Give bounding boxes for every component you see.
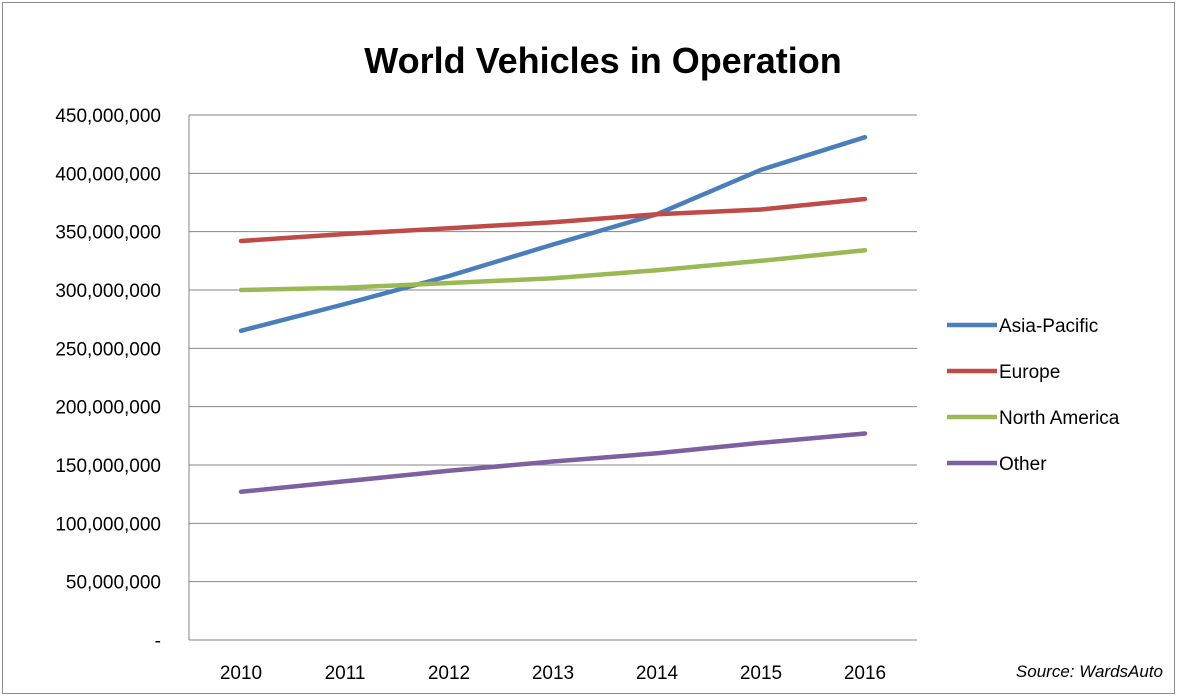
y-tick-label: 450,000,000 <box>55 106 161 127</box>
x-tick-label: 2016 <box>844 663 886 684</box>
y-tick-label: 100,000,000 <box>55 514 161 535</box>
x-tick-label: 2012 <box>428 663 470 684</box>
x-tick-label: 2013 <box>532 663 574 684</box>
x-tick-label: 2014 <box>636 663 679 684</box>
y-axis-tick-labels: - 50,000,000 100,000,000 150,000,000 200,000… <box>55 106 161 652</box>
axes <box>188 115 917 641</box>
series-line-other <box>238 431 868 495</box>
legend-label-other: Other <box>999 454 1047 475</box>
y-tick-label: 400,000,000 <box>55 164 161 185</box>
legend-label-asia-pacific: Asia-Pacific <box>999 316 1098 337</box>
series-line-north-america <box>238 248 868 293</box>
chart-title: World Vehicles in Operation <box>364 40 841 81</box>
legend: Asia-Pacific Europe North America Other <box>947 316 1120 475</box>
x-tick-label: 2011 <box>325 663 366 684</box>
series-line-asia-pacific <box>238 134 868 334</box>
series-lines <box>238 134 868 495</box>
legend-label-europe: Europe <box>999 362 1060 383</box>
x-axis-tick-labels: 2010 2011 2012 2013 2014 2015 2016 <box>220 663 886 684</box>
y-tick-label: 300,000,000 <box>55 281 161 302</box>
y-tick-label: 350,000,000 <box>55 223 161 244</box>
x-tick-label: 2010 <box>220 663 262 684</box>
y-tick-label: 50,000,000 <box>66 573 161 594</box>
x-tick-label: 2015 <box>740 663 782 684</box>
gridlines <box>189 114 917 583</box>
y-tick-label: 200,000,000 <box>55 398 161 419</box>
legend-label-north-america: North America <box>999 408 1120 429</box>
line-chart: World Vehicles in Operation - 50,000,000 1… <box>55 40 1163 684</box>
source-annotation: Source: WardsAuto <box>1016 662 1163 681</box>
series-line-europe <box>238 196 868 244</box>
y-tick-label: 250,000,000 <box>55 339 161 360</box>
y-tick-label: - <box>155 631 161 652</box>
y-tick-label: 150,000,000 <box>55 456 161 477</box>
